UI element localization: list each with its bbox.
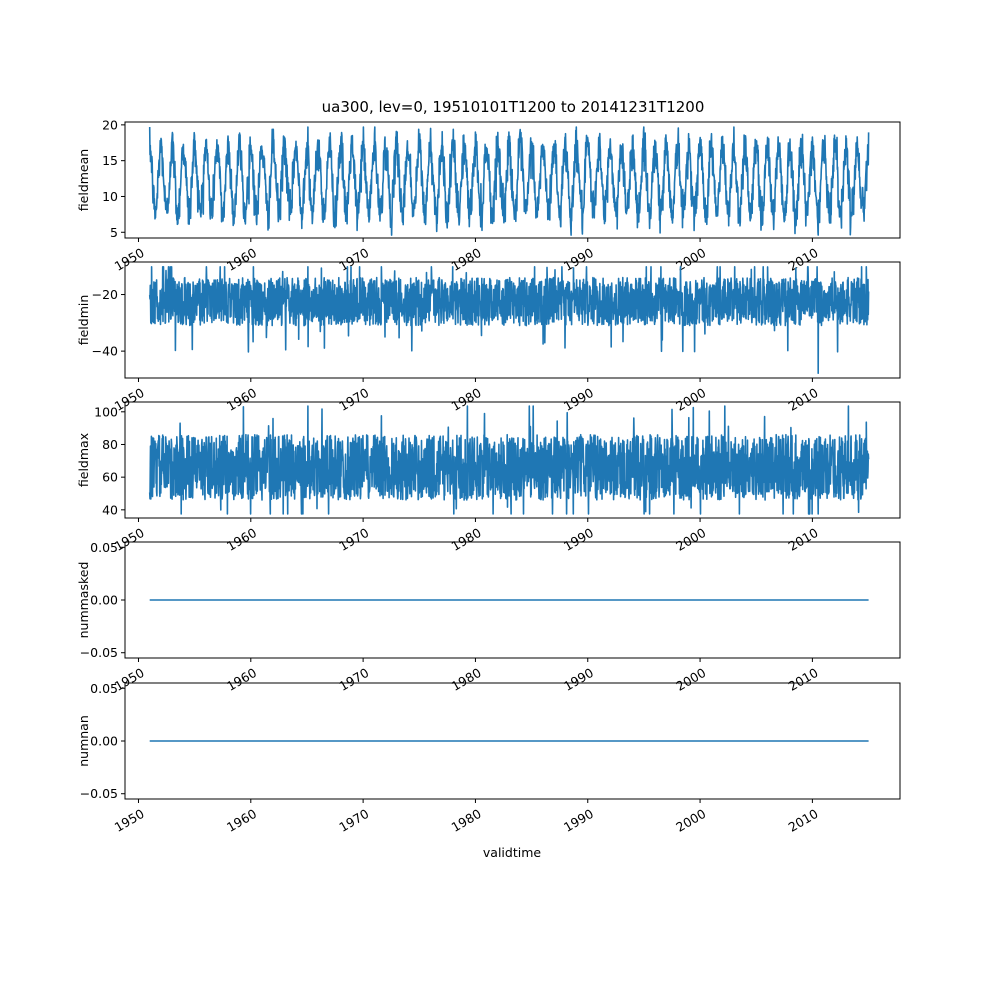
numnan-y-tick-label: 0.00 [90, 734, 118, 749]
fieldmean-y-tick-label: 10 [102, 189, 118, 204]
fieldmin-y-axis-label: fieldmin [76, 295, 91, 346]
fieldmax-y-tick-label: 80 [102, 437, 118, 452]
fieldmean-axes-frame [124, 121, 901, 239]
numnan-y-tick-label: 0.05 [90, 681, 118, 696]
nummasked-y-axis-label: nummasked [76, 562, 91, 639]
numnan-y-tick-label: −0.05 [80, 786, 118, 801]
fieldmean-y-axis-label: fieldmean [76, 149, 91, 211]
fieldmax-y-tick-label: 100 [94, 404, 118, 419]
nummasked-y-tick-label: −0.05 [80, 645, 118, 660]
fieldmin-y-tick-label: −40 [92, 344, 118, 359]
nummasked-y-tick-label: 0.00 [90, 593, 118, 608]
numnan-y-axis-label: numnan [76, 715, 91, 767]
fieldmean-y-tick-label: 5 [110, 225, 118, 240]
fieldmin-axes-frame [124, 261, 901, 379]
nummasked-y-tick-label: 0.05 [90, 540, 118, 555]
fieldmax-axes-frame [124, 401, 901, 519]
fieldmean-y-tick-label: 20 [102, 117, 118, 132]
fieldmean-y-tick-label: 15 [102, 153, 118, 168]
fieldmean-series-line [148, 126, 870, 236]
fieldmax-y-axis-label: fieldmax [76, 433, 91, 487]
fieldmax-series-line [148, 405, 870, 515]
x-axis-label: validtime [483, 845, 541, 860]
fieldmax-y-tick-label: 60 [102, 470, 118, 485]
fieldmin-series-line [148, 266, 870, 374]
fieldmin-y-tick-label: −20 [92, 287, 118, 302]
fieldmax-y-tick-label: 40 [102, 502, 118, 517]
figure-title: ua300, lev=0, 19510101T1200 to 20141231T… [322, 98, 705, 116]
